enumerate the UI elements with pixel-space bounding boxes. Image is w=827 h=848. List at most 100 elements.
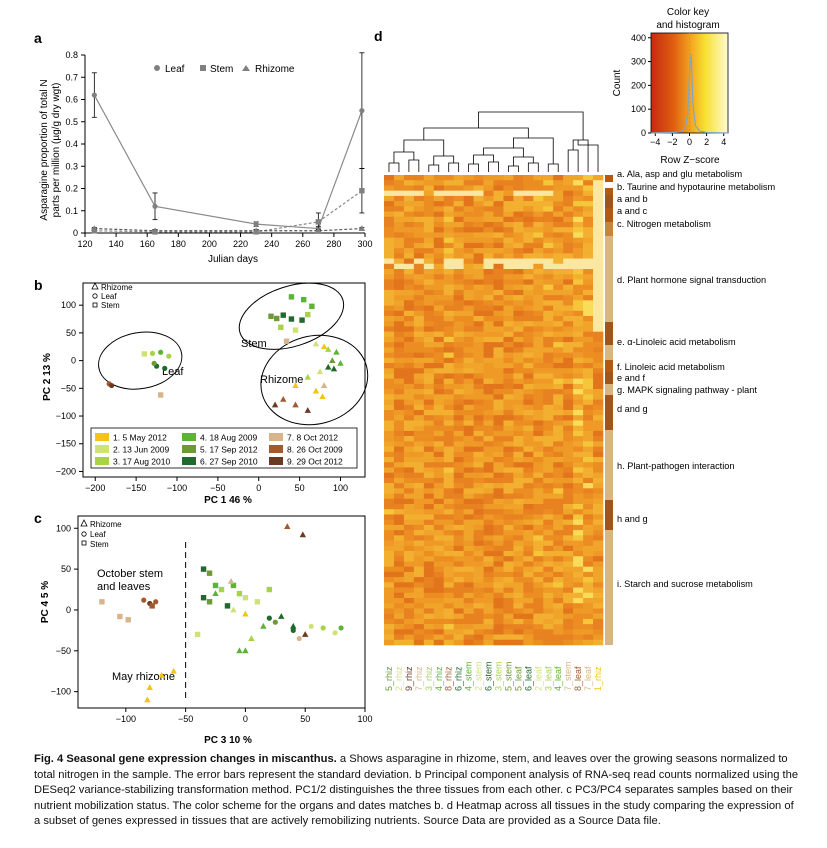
heatmap-cell	[473, 498, 484, 505]
heatmap-cell	[573, 493, 584, 500]
heatmap-cell	[493, 415, 504, 421]
heatmap-cell	[443, 556, 454, 562]
heatmap-cell	[384, 284, 395, 291]
heatmap-cell	[543, 279, 554, 285]
heatmap-cell	[384, 363, 395, 369]
heatmap-cell	[413, 420, 425, 426]
heatmap-cell	[473, 248, 484, 254]
heatmap-cell	[384, 467, 395, 473]
heatmap-cell	[483, 363, 494, 369]
heatmap-cell	[423, 342, 435, 348]
heatmap-cell	[553, 577, 564, 583]
point-rhizome	[333, 348, 340, 355]
heatmap-cell	[513, 232, 524, 238]
heatmap-cell	[563, 451, 574, 458]
heatmap-cell	[473, 175, 484, 181]
heatmap-cell	[583, 394, 594, 400]
point-rhizome	[227, 577, 235, 584]
heatmap-cell	[513, 201, 524, 207]
heatmap-cell	[433, 289, 445, 296]
heatmap-cell	[553, 430, 564, 437]
heatmap-cell	[593, 504, 604, 510]
heatmap-cell	[543, 462, 554, 468]
heatmap-cell	[533, 185, 544, 191]
heatmap-cell	[393, 404, 405, 411]
heatmap-cell	[523, 326, 534, 332]
heatmap-cell	[463, 462, 474, 468]
heatmap-cell	[533, 514, 544, 520]
heatmap-cell	[423, 514, 435, 520]
heatmap-cell	[473, 592, 484, 599]
heatmap-cell	[553, 399, 564, 406]
heatmap-cell	[553, 509, 564, 515]
heatmap-cell	[403, 295, 415, 301]
heatmap-cell	[503, 577, 514, 583]
heatmap-cell	[453, 227, 464, 233]
heatmap-cell	[453, 457, 464, 463]
heatmap-cell	[423, 357, 435, 364]
heatmap-cell	[403, 577, 415, 583]
heatmap-cell	[573, 467, 584, 473]
heatmap-cell	[483, 216, 494, 223]
heatmap-cell	[473, 441, 484, 447]
heatmap-cell	[503, 425, 514, 432]
heatmap-cell	[533, 571, 544, 578]
heatmap-cell	[463, 598, 474, 604]
cluster-label-leaf: Leaf	[162, 366, 184, 378]
point-rhizome	[284, 523, 291, 530]
heatmap-cell	[413, 561, 425, 567]
heatmap-cell	[593, 300, 604, 306]
heatmap-cell	[393, 472, 405, 479]
heatmap-cell	[463, 248, 474, 254]
point-rhizome	[292, 382, 299, 388]
heatmap-cell	[403, 180, 415, 186]
heatmap-cell	[593, 253, 604, 259]
heatmap-cell	[593, 185, 604, 191]
heatmap-cell	[423, 587, 435, 594]
heatmap-cell	[443, 451, 454, 458]
heatmap-cell	[443, 227, 454, 233]
heatmap-cell	[593, 389, 604, 395]
heatmap-cell	[393, 211, 405, 218]
panel-b-ylabel: PC 2 13 %	[42, 353, 53, 401]
point-stem	[206, 599, 213, 605]
y-tick-label: 0.7	[65, 72, 78, 82]
heatmap-cell	[553, 504, 564, 510]
heatmap-cell	[433, 582, 445, 588]
heatmap-cell	[503, 504, 514, 510]
heatmap-cell	[433, 624, 445, 630]
heatmap-cell	[493, 248, 504, 254]
heatmap-cell	[513, 195, 524, 202]
heatmap-cell	[413, 457, 425, 463]
heatmap-cell	[413, 399, 425, 406]
heatmap-cell	[503, 274, 514, 280]
heatmap-cell	[593, 305, 604, 312]
heatmap-cell	[423, 556, 435, 562]
heatmap-cell	[553, 524, 564, 531]
heatmap-cell	[423, 410, 435, 416]
heatmap-cell	[483, 530, 494, 536]
heatmap-cell	[533, 336, 544, 343]
heatmap-cell	[423, 363, 435, 369]
heatmap-cell	[583, 410, 594, 416]
x-tick-label: 260	[295, 239, 310, 249]
heatmap-cell	[553, 624, 564, 630]
heatmap-cell	[503, 551, 514, 557]
heatmap-cell	[403, 211, 415, 218]
heatmap-cell	[563, 556, 574, 562]
heatmap-cell	[573, 279, 584, 285]
shape-legend-leaf: Leaf	[101, 292, 117, 301]
heatmap-cell	[533, 363, 544, 369]
heatmap-cell	[583, 629, 594, 635]
heatmap-cell	[423, 498, 435, 505]
heatmap-cell	[384, 425, 395, 432]
heatmap-cell	[413, 587, 425, 594]
heatmap-cell	[453, 232, 464, 238]
heatmap-cell	[533, 451, 544, 458]
heatmap-cell	[553, 457, 564, 463]
heatmap-cell	[413, 410, 425, 416]
heatmap-cell	[533, 378, 544, 385]
heatmap-cell	[463, 263, 474, 270]
heatmap-cell	[443, 608, 454, 614]
heatmap-cell	[573, 420, 584, 426]
